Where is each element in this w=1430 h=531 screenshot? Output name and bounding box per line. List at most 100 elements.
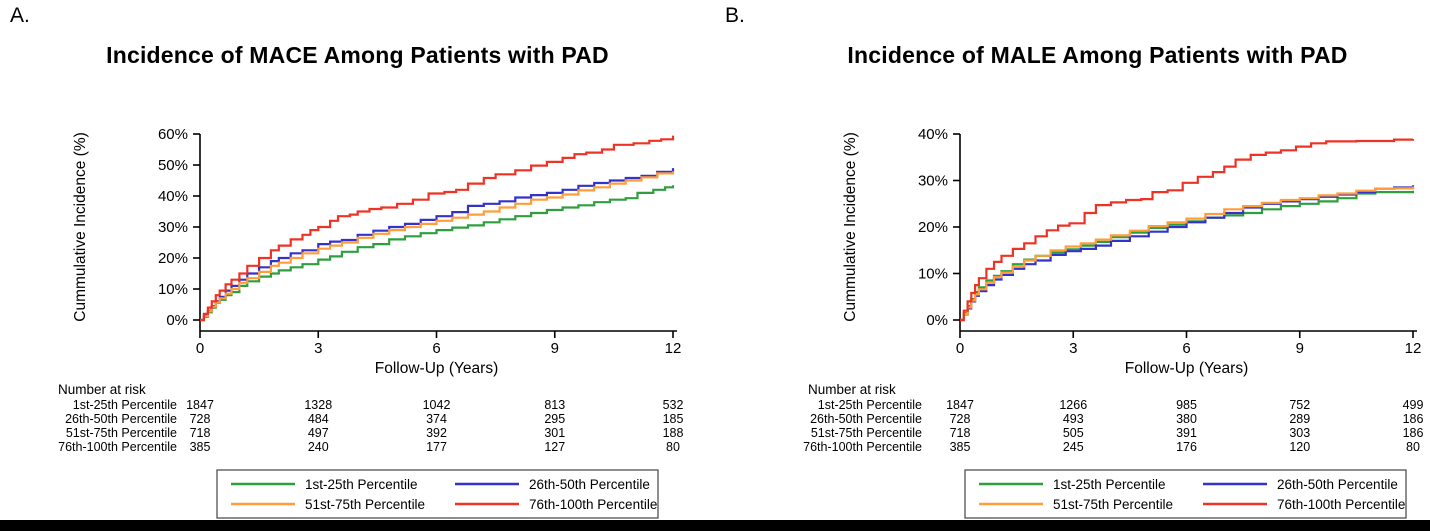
risk-count: 391 (1176, 426, 1197, 440)
number-at-risk-header: Number at risk (808, 382, 896, 397)
legend-label: 1st-25th Percentile (305, 477, 418, 492)
risk-count: 728 (190, 412, 211, 426)
survival-chart-svg: 0% 10% 20% 30% 40% 50% 60% Cummulative Incidenc… (58, 126, 683, 519)
y-tick-label: 10% (918, 266, 948, 283)
x-axis-title: Follow-Up (Years) (375, 360, 498, 377)
risk-count: 499 (1403, 398, 1424, 412)
risk-count: 532 (663, 398, 684, 412)
risk-count: 1042 (423, 398, 451, 412)
survival-curve-26th-50th-percentile (960, 185, 1415, 322)
risk-count: 185 (663, 412, 684, 426)
panel-b: B. Incidence of MALE Among Patients with… (715, 0, 1430, 531)
risk-count: 120 (1289, 440, 1310, 454)
risk-count: 380 (1176, 412, 1197, 426)
y-axis-title: Cummulative Incidence (%) (72, 132, 89, 322)
x-tick-label: 9 (1296, 340, 1304, 357)
x-tick-label: 6 (432, 340, 440, 357)
y-tick-label: 40% (158, 188, 188, 205)
y-tick-label: 40% (918, 126, 948, 143)
y-tick-label: 20% (158, 250, 188, 267)
legend-label: 26th-50th Percentile (1277, 477, 1398, 492)
y-tick-label: 0% (926, 312, 948, 329)
risk-count: 1847 (186, 398, 214, 412)
x-tick-label: 9 (551, 340, 559, 357)
bottom-bar (0, 520, 1430, 531)
x-axis: 0 3 6 9 12 Follow-Up (Years) (196, 330, 682, 377)
panel-a-chart: 0% 10% 20% 30% 40% 50% 60% Cummulative Incidenc… (0, 90, 715, 531)
risk-count: 752 (1289, 398, 1310, 412)
survival-curve-1st-25th-percentile (200, 185, 675, 322)
risk-row-label: 76th-100th Percentile (803, 440, 922, 454)
risk-row-label: 51st-75th Percentile (66, 426, 177, 440)
chart-legend: 1st-25th Percentile 26th-50th Percentile 5… (964, 469, 1407, 519)
x-axis-title: Follow-Up (Years) (1125, 360, 1248, 377)
risk-count: 1266 (1059, 398, 1087, 412)
risk-count: 245 (1063, 440, 1084, 454)
risk-count: 718 (950, 426, 971, 440)
y-tick-label: 30% (918, 173, 948, 190)
risk-count: 289 (1289, 412, 1310, 426)
panel-a-letter: A. (10, 4, 30, 27)
y-axis: 0% 10% 20% 30% 40% 50% 60% Cummulative Incidenc… (72, 126, 201, 331)
y-tick-label: 60% (158, 126, 188, 143)
risk-row-label: 26th-50th Percentile (65, 412, 177, 426)
number-at-risk-header: Number at risk (58, 382, 146, 397)
x-tick-label: 0 (196, 340, 204, 357)
survival-chart-svg: 0%10%20%30%40%Cummulative Incidence (%)0… (803, 126, 1424, 519)
x-tick-label: 3 (314, 340, 322, 357)
risk-count: 186 (1403, 426, 1424, 440)
legend-label: 51st-75th Percentile (305, 497, 425, 512)
risk-count: 392 (426, 426, 447, 440)
risk-row-label: 51st-75th Percentile (811, 426, 922, 440)
risk-count: 374 (426, 412, 447, 426)
risk-row-label: 1st-25th Percentile (73, 398, 177, 412)
y-tick-label: 50% (158, 157, 188, 174)
legend-label: 76th-100th Percentile (1277, 497, 1405, 512)
x-tick-label: 0 (956, 340, 964, 357)
risk-row-label: 76th-100th Percentile (58, 440, 177, 454)
survival-curve-26th-50th-percentile (200, 168, 675, 322)
y-tick-label: 30% (158, 219, 188, 236)
survival-curve-76th-100th-percentile (960, 138, 1415, 322)
panel-a-title: Incidence of MACE Among Patients with PA… (106, 42, 609, 68)
risk-row-label: 26th-50th Percentile (810, 412, 922, 426)
x-tick-label: 12 (665, 340, 682, 357)
survival-curve-51st-75th-percentile (960, 186, 1415, 322)
risk-count: 176 (1176, 440, 1197, 454)
legend-label: 1st-25th Percentile (1053, 477, 1166, 492)
survival-curve-51st-75th-percentile (200, 171, 675, 322)
x-tick-label: 12 (1405, 340, 1422, 357)
risk-count: 80 (1406, 440, 1420, 454)
risk-count: 813 (544, 398, 565, 412)
risk-row-label: 1st-25th Percentile (818, 398, 922, 412)
survival-curve-76th-100th-percentile (200, 135, 675, 322)
risk-count: 385 (950, 440, 971, 454)
risk-count: 493 (1063, 412, 1084, 426)
x-tick-label: 3 (1069, 340, 1077, 357)
chart-legend: 1st-25th Percentile 26th-50th Percentile 5… (216, 469, 659, 519)
risk-count: 301 (544, 426, 565, 440)
risk-count: 177 (426, 440, 447, 454)
risk-count: 505 (1063, 426, 1084, 440)
legend-label: 51st-75th Percentile (1053, 497, 1173, 512)
risk-count: 188 (663, 426, 684, 440)
y-axis: 0% 10% 20% 30% 40% Cummulative Incidence (%) (842, 126, 961, 331)
x-tick-label: 6 (1182, 340, 1190, 357)
risk-count: 1328 (304, 398, 332, 412)
y-tick-label: 0% (166, 312, 188, 329)
panel-b-letter: B. (725, 4, 745, 27)
y-axis-title: Cummulative Incidence (%) (842, 132, 859, 322)
risk-count: 295 (544, 412, 565, 426)
x-axis: 0 3 6 9 12 Follow-Up (Years) (956, 330, 1422, 377)
risk-count: 497 (308, 426, 329, 440)
legend-label: 26th-50th Percentile (529, 477, 650, 492)
risk-count: 1847 (946, 398, 974, 412)
panel-b-title: Incidence of MALE Among Patients with PA… (847, 42, 1348, 68)
panel-a: A. Incidence of MACE Among Patients with… (0, 4, 715, 531)
panel-b-chart: 0% 10% 20% 30% 40% Cummulative Incidence (%) 0… (715, 90, 1430, 531)
risk-count: 80 (666, 440, 680, 454)
risk-count: 186 (1403, 412, 1424, 426)
risk-count: 385 (190, 440, 211, 454)
